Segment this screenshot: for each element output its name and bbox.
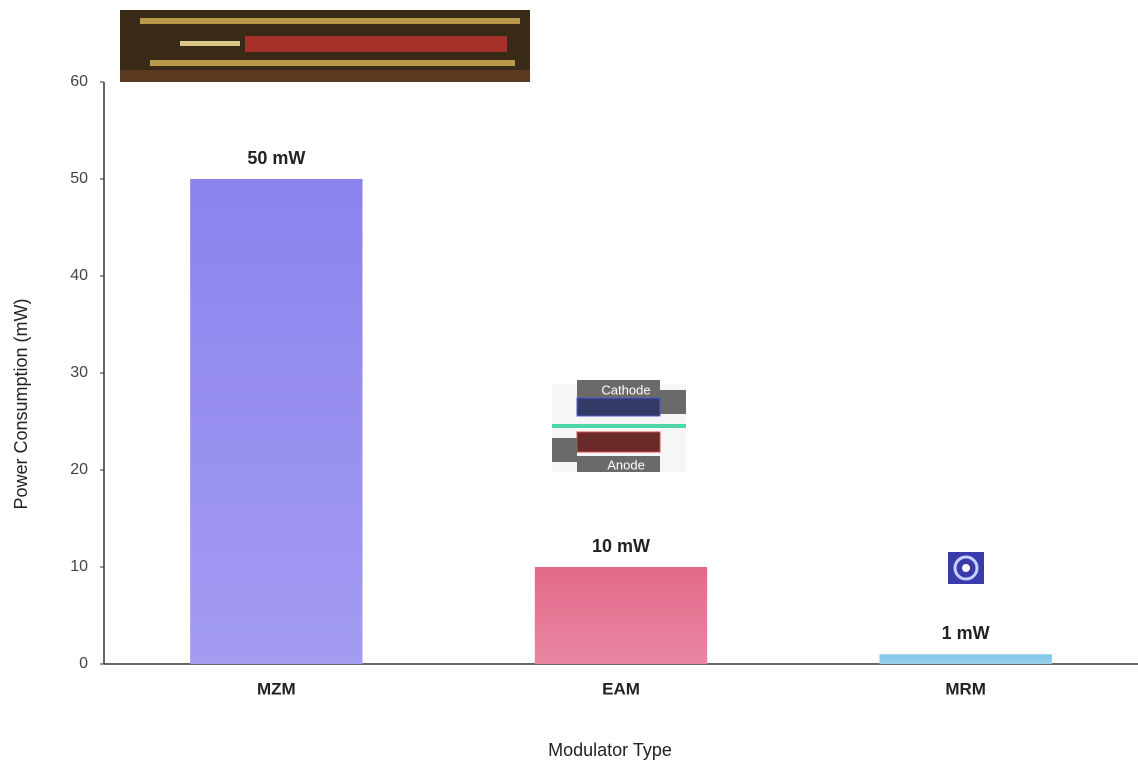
value-label: 10 mW xyxy=(592,536,650,556)
x-tick-label: MRM xyxy=(945,679,986,698)
value-label: 50 mW xyxy=(247,148,305,168)
bar-shade xyxy=(879,654,1052,664)
x-tick-label: MZM xyxy=(257,679,296,698)
y-tick-label: 20 xyxy=(70,461,88,478)
annotation: Cathode xyxy=(601,382,650,397)
y-tick-label: 40 xyxy=(70,267,88,284)
bar-shade xyxy=(534,567,708,664)
mzm-image xyxy=(120,10,530,82)
y-tick-label: 10 xyxy=(70,558,88,575)
x-tick-label: EAM xyxy=(602,679,640,698)
bar-shade xyxy=(190,179,363,664)
y-tick-label: 0 xyxy=(79,655,88,672)
mrm-image xyxy=(948,552,984,584)
y-axis-title: Power Consumption (mW) xyxy=(11,298,31,509)
x-axis-title: Modulator Type xyxy=(548,740,672,760)
y-tick-label: 50 xyxy=(70,170,88,187)
eam-image: Cathode Anode xyxy=(552,380,686,472)
value-label: 1 mW xyxy=(942,623,990,643)
y-tick-label: 30 xyxy=(70,364,88,381)
annotation: Anode xyxy=(607,457,645,472)
y-tick-label: 60 xyxy=(70,73,88,90)
